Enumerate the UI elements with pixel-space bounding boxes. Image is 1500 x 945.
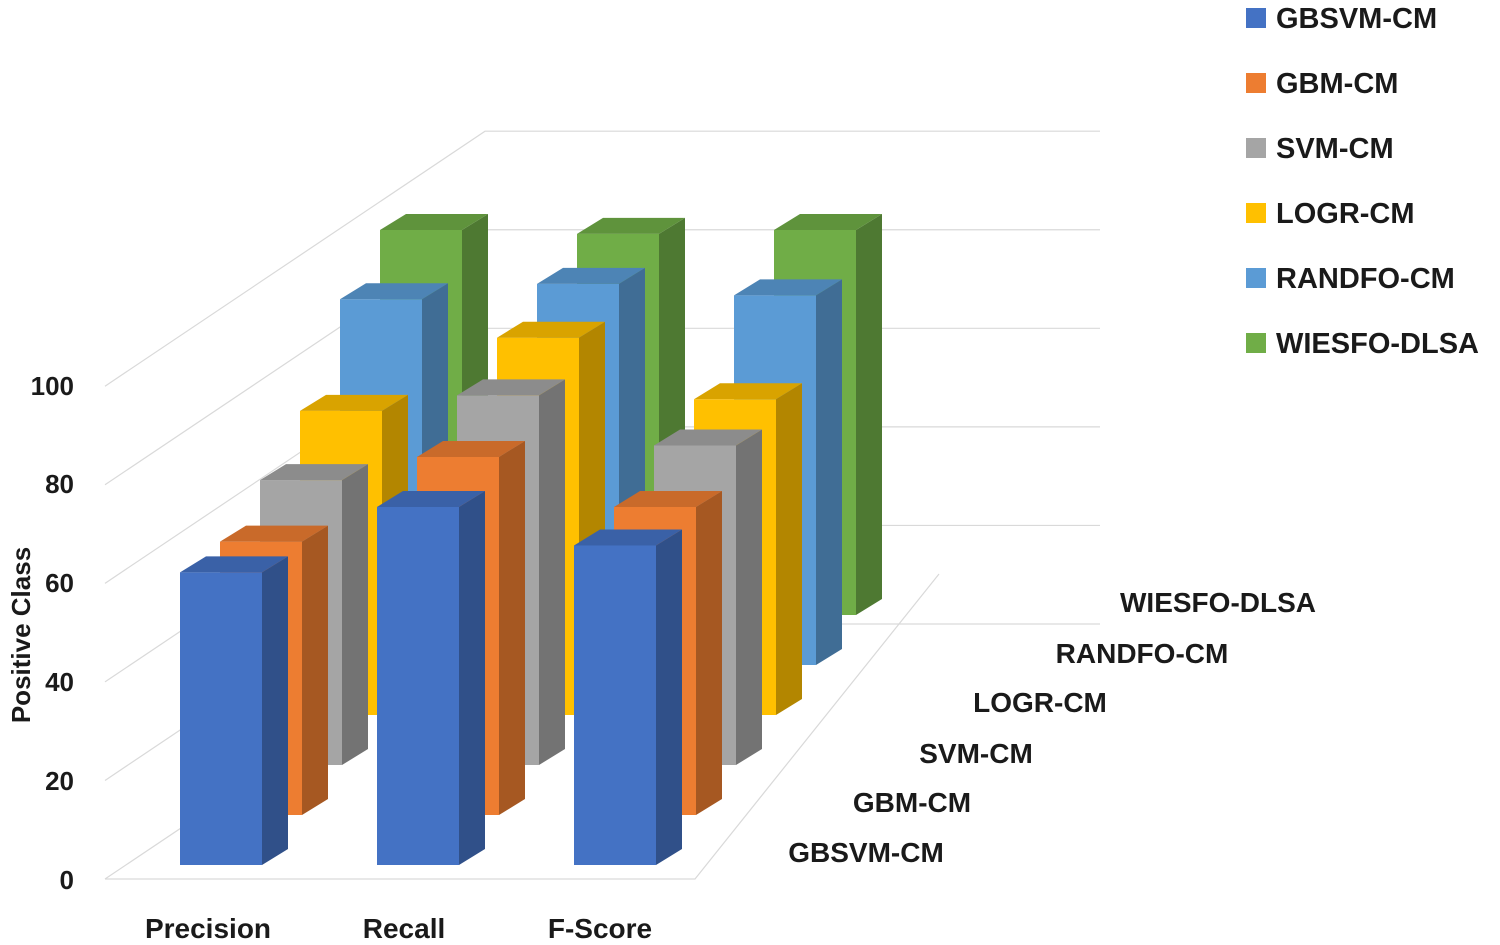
legend-swatch	[1246, 138, 1266, 158]
depth-axis-label: GBSVM-CM	[788, 837, 944, 868]
bar-top	[457, 379, 565, 396]
bar-side	[499, 440, 525, 815]
bar-side	[459, 490, 485, 865]
legend-swatch	[1246, 203, 1266, 223]
legend-item: LOGR-CM	[1246, 198, 1415, 230]
bar-side	[656, 529, 682, 865]
bar-side	[736, 429, 762, 765]
bar-top	[260, 464, 368, 481]
bar-side	[856, 214, 882, 615]
legend-swatch	[1246, 333, 1266, 353]
y-tick-label: 20	[45, 766, 74, 796]
x-axis-categories: Precision Recall F-Score	[145, 913, 652, 944]
bar-top	[340, 283, 448, 300]
depth-axis-label: GBM-CM	[853, 787, 971, 818]
y-axis-ticks: 0 20 40 60 80 100	[31, 371, 74, 895]
x-category-label: Recall	[363, 913, 446, 944]
legend-item: GBM-CM	[1246, 68, 1398, 100]
bar-side	[302, 525, 328, 815]
gridline	[104, 130, 1100, 387]
bar-top	[497, 321, 605, 338]
bar-top	[377, 490, 485, 507]
bar-side	[816, 279, 842, 665]
bar-top	[614, 491, 722, 507]
depth-axis-label: RANDFO-CM	[1056, 638, 1229, 669]
bars	[180, 214, 882, 865]
legend-swatch	[1246, 8, 1266, 28]
bar-side	[342, 464, 368, 765]
bar-top	[417, 440, 525, 457]
legend-item: GBSVM-CM	[1246, 3, 1437, 35]
bar-top	[577, 217, 685, 234]
bar-top	[774, 214, 882, 230]
legend-label: RANDFO-CM	[1276, 263, 1455, 295]
legend-swatch	[1246, 73, 1266, 93]
legend-label: LOGR-CM	[1276, 198, 1415, 230]
legend-label: GBSVM-CM	[1276, 3, 1437, 35]
legend-item: RANDFO-CM	[1246, 263, 1455, 295]
legend-label: GBM-CM	[1276, 68, 1398, 100]
bar-gbsvm-cm-recall	[377, 490, 485, 865]
bar-top	[734, 279, 842, 296]
bar-side	[262, 556, 288, 865]
y-tick-label: 0	[60, 865, 74, 895]
y-tick-label: 80	[45, 469, 74, 499]
depth-axis-labels: GBSVM-CM GBM-CM SVM-CM LOGR-CM RANDFO-CM WIES…	[788, 587, 1316, 868]
legend-item: WIESFO-DLSA	[1246, 328, 1479, 360]
bar-gbsvm-cm-precision	[180, 556, 288, 865]
legend-label: WIESFO-DLSA	[1276, 328, 1479, 360]
depth-axis-label: SVM-CM	[919, 738, 1033, 769]
legend: GBSVM-CM GBM-CM SVM-CM LOGR-CM RANDFO-CM WIES…	[1246, 3, 1479, 360]
y-tick-label: 100	[31, 371, 74, 401]
bar-top	[574, 529, 682, 546]
bar-top	[180, 556, 288, 573]
bar-gbsvm-cm-f-score	[574, 529, 682, 865]
bar-top	[220, 525, 328, 542]
legend-label: SVM-CM	[1276, 133, 1394, 165]
legend-item: SVM-CM	[1246, 133, 1394, 165]
bar-top	[654, 429, 762, 446]
x-category-label: Precision	[145, 913, 271, 944]
bar-front	[574, 545, 656, 865]
depth-axis-label: LOGR-CM	[973, 687, 1107, 718]
y-tick-label: 60	[45, 568, 74, 598]
bar-top	[694, 383, 802, 400]
bar-side	[776, 383, 802, 715]
floor-edge	[105, 573, 940, 880]
legend-swatch	[1246, 268, 1266, 288]
x-category-label: F-Score	[548, 913, 652, 944]
y-tick-label: 40	[45, 667, 74, 697]
bar-front	[180, 572, 262, 865]
bar-front	[377, 506, 459, 865]
bar-top	[380, 214, 488, 230]
depth-axis-label: WIESFO-DLSA	[1120, 587, 1316, 618]
bar-side	[539, 379, 565, 765]
bar-top	[537, 267, 645, 284]
bar-side	[696, 491, 722, 815]
y-axis-label: Positive Class	[6, 547, 36, 723]
bar-top	[300, 394, 408, 411]
